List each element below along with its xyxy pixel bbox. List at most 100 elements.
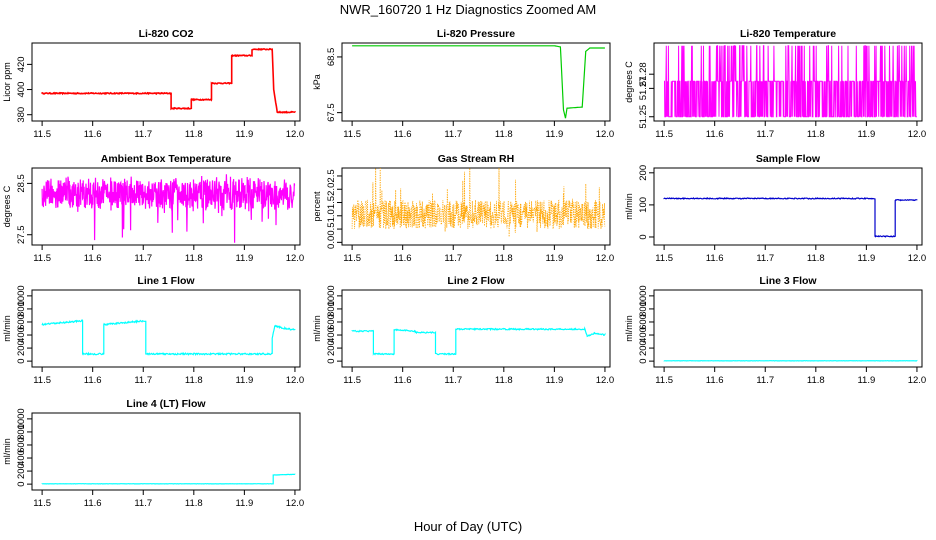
panel-title: Line 2 Flow	[447, 275, 505, 287]
y-tick-label: 0	[16, 481, 27, 486]
x-tick-label: 11.8	[495, 129, 513, 140]
y-axis-label: ml/min	[624, 315, 634, 342]
x-tick-label: 11.8	[495, 375, 513, 386]
x-tick-label: 11.9	[857, 375, 875, 386]
series-points	[351, 168, 606, 237]
y-tick-label: 600	[16, 314, 27, 330]
panel-title: Line 4 (LT) Flow	[126, 398, 206, 410]
x-tick-label: 11.6	[706, 375, 724, 386]
series-line	[352, 45, 605, 119]
x-tick-label: 12.0	[286, 498, 305, 509]
plot-frame	[341, 42, 611, 122]
x-tick-label: 12.0	[596, 129, 615, 140]
panel-title: Gas Stream RH	[438, 153, 514, 165]
x-tick-label: 11.6	[84, 375, 102, 386]
y-tick-label: 1.0	[326, 209, 337, 222]
plot-frame	[31, 167, 301, 246]
y-axis-label: ml/min	[312, 315, 322, 342]
x-tick-label: 11.8	[185, 498, 203, 509]
y-axis-label: percent	[312, 191, 322, 222]
y-tick-label: 27.5	[16, 225, 27, 244]
panel-temperature: Li-820 Temperature 11.5 11.6 11.7 11.8 11.9 12…	[624, 28, 926, 140]
x-tick-label: 11.5	[33, 129, 51, 140]
y-tick-label: 51.28	[638, 62, 649, 86]
y-tick-label: 1000	[326, 285, 337, 306]
x-tick-label: 12.0	[286, 129, 305, 140]
panel-line1: Line 1 Flow 11.5 11.6 11.7 11.8 11.9 12.0 0 2004…	[2, 275, 304, 386]
x-tick-label: 11.6	[394, 375, 412, 386]
x-tick-label: 11.5	[655, 129, 673, 140]
y-axis-label: degrees C	[624, 61, 634, 103]
x-tick-label: 11.6	[84, 253, 102, 264]
y-tick-label: 200	[326, 340, 337, 356]
y-tick-label: 28.5	[16, 174, 27, 193]
x-tick-label: 12.0	[596, 253, 615, 264]
y-tick-label: 420	[16, 56, 27, 72]
x-tick-label: 11.7	[444, 253, 462, 264]
panel-line4: Line 4 (LT) Flow 11.5 11.6 11.7 11.8 11.9 12.0…	[2, 398, 304, 509]
y-tick-label: 0	[326, 358, 337, 363]
y-tick-label: 400	[326, 327, 337, 343]
series-rh	[351, 168, 606, 237]
y-tick-label: 0	[638, 358, 649, 363]
x-tick-label: 11.9	[235, 375, 253, 386]
x-tick-label: 12.0	[908, 129, 927, 140]
x-tick-label: 11.7	[756, 375, 774, 386]
x-tick-label: 11.9	[545, 253, 563, 264]
plot-frame	[31, 289, 301, 368]
figure-title: NWR_160720 1 Hz Diagnostics Zoomed AM	[340, 2, 597, 17]
y-tick-label: 200	[638, 165, 649, 181]
panel-title: Line 3 Flow	[759, 275, 817, 287]
x-tick-label: 11.9	[235, 129, 253, 140]
y-tick-label: 0	[16, 358, 27, 363]
x-tick-label: 12.0	[286, 253, 305, 264]
x-tick-label: 11.8	[807, 375, 825, 386]
y-tick-label: 600	[326, 314, 337, 330]
panel-title: Sample Flow	[756, 153, 821, 165]
panel-title: Li-820 Pressure	[437, 28, 515, 40]
series-line4	[41, 473, 296, 485]
y-axis-label: Licor ppm	[2, 62, 12, 102]
x-tick-label: 11.9	[545, 129, 563, 140]
plot-frame	[653, 289, 923, 368]
plot-frame	[653, 167, 923, 246]
x-tick-label: 11.6	[394, 253, 412, 264]
series-sampleflow	[663, 197, 918, 238]
x-tick-label: 11.8	[185, 129, 203, 140]
y-tick-label: 600	[16, 437, 27, 453]
y-tick-label: 51.25	[638, 105, 649, 129]
panel-pressure: Li-820 Pressure 11.5 11.6 11.7 11.8 11.9 12.0 6…	[312, 28, 614, 140]
y-axis-label: degrees C	[2, 185, 12, 227]
panel-line3: Line 3 Flow 11.5 11.6 11.7 11.8 11.9 12.0 0 2004…	[624, 275, 926, 386]
x-tick-label: 11.6	[706, 129, 724, 140]
x-tick-label: 11.6	[84, 129, 102, 140]
y-tick-label: 400	[16, 327, 27, 343]
y-tick-label: 380	[16, 107, 27, 123]
plot-frame	[341, 167, 611, 246]
panel-title: Line 1 Flow	[137, 275, 195, 287]
x-tick-label: 11.7	[134, 375, 152, 386]
x-tick-label: 11.5	[655, 253, 673, 264]
y-tick-label: 100	[638, 197, 649, 213]
y-tick-label: 2.5	[326, 169, 337, 182]
series-line	[351, 326, 606, 356]
x-tick-label: 11.8	[185, 375, 203, 386]
panel-sampleflow: Sample Flow 11.5 11.6 11.7 11.8 11.9 12.0 0 100 2…	[624, 153, 926, 264]
series-line	[41, 47, 296, 114]
y-tick-label: 68.5	[326, 48, 337, 67]
panel-grid: Li-820 CO2 11.5 11.6 11.7 11.8 11.9 12.0 380 400…	[2, 28, 926, 509]
y-tick-label: 600	[638, 314, 649, 330]
y-tick-label: 400	[16, 82, 27, 98]
y-tick-label: 800	[16, 301, 27, 317]
y-tick-label: 51.27	[638, 76, 649, 100]
panel-ambient: Ambient Box Temperature 11.5 11.6 11.7 11.8 1…	[2, 153, 304, 264]
series-line2	[351, 326, 606, 356]
y-tick-label: 1000	[16, 408, 27, 429]
x-tick-label: 11.7	[756, 129, 774, 140]
x-axis-title: Hour of Day (UTC)	[414, 519, 522, 534]
y-tick-label: 0	[638, 234, 649, 239]
y-tick-label: 200	[16, 463, 27, 479]
series-line	[41, 473, 296, 485]
y-tick-label: 2.0	[326, 183, 337, 196]
